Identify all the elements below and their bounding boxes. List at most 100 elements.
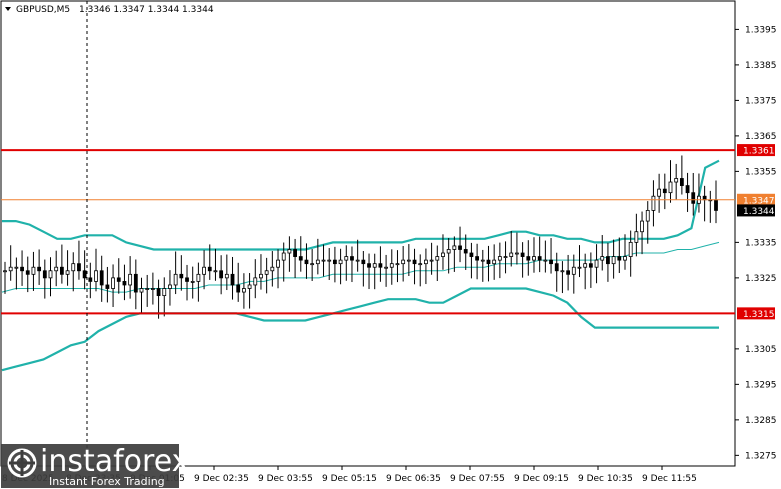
candle-body (475, 256, 480, 261)
candle-body (281, 252, 286, 261)
watermark-brand: instaforex (40, 444, 189, 479)
candle-body (583, 263, 588, 268)
candle-body (156, 288, 161, 297)
x-tick-label: 9 Dec 07:55 (450, 474, 505, 484)
candle-body (594, 259, 599, 268)
candle-body (486, 259, 491, 265)
candle-body (515, 252, 519, 255)
candle-body (702, 195, 707, 201)
bollinger-middle-line (1, 241, 720, 293)
candle-body (543, 259, 548, 262)
candle-body (168, 284, 172, 289)
candle-body (139, 288, 144, 293)
candle-body (287, 249, 292, 254)
y-tick-label: 1.3305 (745, 345, 777, 355)
candle-body (668, 181, 673, 194)
candle-body (355, 259, 360, 262)
candle-body (424, 259, 428, 265)
candle-body (549, 259, 553, 265)
candle-body (691, 192, 696, 204)
candle-body (560, 270, 565, 273)
candle-body (99, 270, 104, 286)
candle-body (634, 231, 639, 243)
candle-body (105, 284, 110, 289)
current-price-tag (737, 204, 775, 217)
candle-body (588, 263, 593, 268)
candle-body (48, 270, 53, 279)
bid-price-label: 1.3347 (743, 196, 775, 206)
candle-body (54, 266, 59, 272)
bid-price-tag (737, 193, 775, 206)
candle-body (657, 188, 662, 197)
candle-body (14, 266, 19, 269)
candle-body (344, 256, 349, 261)
watermark-background (1, 444, 179, 488)
candle-body (611, 256, 616, 265)
candle-body (37, 266, 42, 272)
candle-body (520, 252, 525, 257)
candle-body (714, 199, 718, 211)
x-tick-label: 9 Dec 03:55 (258, 474, 313, 484)
candle-body (338, 259, 343, 265)
candle-body (20, 266, 24, 272)
candle-body (577, 266, 582, 269)
y-tick-label: 1.3355 (745, 167, 777, 177)
x-tick-label: 9 Dec 05:15 (322, 474, 377, 484)
candle-body (458, 245, 462, 250)
candle-body (128, 273, 133, 286)
y-tick-label: 1.3395 (745, 25, 777, 35)
candle-body (162, 288, 167, 297)
candle-body (82, 270, 87, 279)
candle-body (190, 281, 195, 283)
candle-body (207, 266, 212, 272)
candle-body (679, 178, 684, 186)
candle-body (480, 259, 485, 262)
instaforex-logo-icon (7, 448, 37, 478)
x-tick-label: 9 Dec 09:15 (514, 474, 569, 484)
plot-area[interactable] (0, 0, 736, 467)
candle-body (685, 185, 690, 194)
y-tick-label: 1.3385 (745, 61, 777, 71)
candle-body (412, 259, 417, 265)
candle-body (111, 277, 115, 289)
candle-body (259, 273, 263, 279)
bollinger-bands (1, 159, 720, 372)
candle-body (378, 263, 383, 268)
candle-body (350, 256, 354, 261)
candle-body (321, 259, 326, 262)
candle-body (389, 263, 394, 268)
instaforex-watermark: instaforex Instant Forex Trading (1, 444, 189, 488)
candle-body (65, 270, 70, 275)
current-price-label: 1.3344 (743, 207, 775, 217)
candle-body (435, 256, 440, 261)
candle-body (628, 241, 633, 257)
candle-body (537, 256, 542, 261)
candle-body (185, 277, 189, 282)
candle-body (571, 266, 576, 275)
candle-body (606, 256, 610, 265)
candle-body (25, 270, 30, 275)
candle-body (145, 288, 150, 290)
candle-body (640, 220, 644, 233)
candle-body (293, 249, 297, 257)
dropdown-triangle-icon[interactable] (5, 7, 11, 11)
y-tick-label: 1.3275 (745, 451, 777, 461)
candle-body (645, 210, 650, 222)
chart-header: GBPUSD,M5 1.3346 1.3347 1.3344 1.3344 (5, 5, 214, 15)
candle-body (42, 270, 47, 279)
candle-body (179, 273, 184, 279)
candle-body (3, 270, 7, 273)
candle-body (247, 284, 252, 289)
candle-body (463, 249, 468, 254)
y-tick-label: 1.3295 (745, 380, 777, 390)
candle-body (497, 256, 502, 261)
candle-body (77, 263, 81, 272)
candle-body (122, 281, 127, 286)
candle-body (429, 259, 434, 262)
candle-body (150, 288, 155, 290)
candle-body (361, 259, 366, 265)
candle-body (492, 259, 497, 265)
candle-body (304, 259, 309, 265)
candle-body (8, 266, 13, 272)
